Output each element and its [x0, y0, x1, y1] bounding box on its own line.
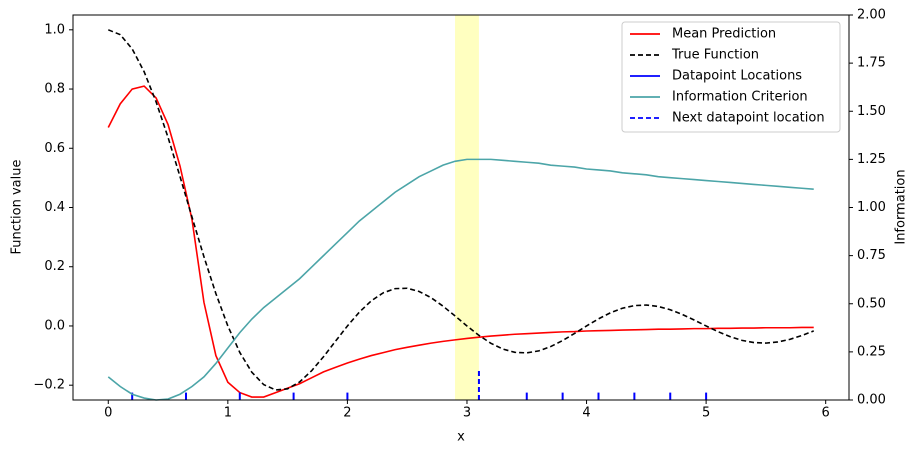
y2-tick-label: 0.50: [857, 296, 886, 311]
y-tick-label: 0.6: [44, 141, 65, 156]
y2-axis-label: Information: [894, 169, 909, 244]
y-tick-label: 1.0: [44, 22, 65, 37]
legend-label: Next datapoint location: [672, 111, 825, 126]
y2-tick-label: 1.25: [857, 152, 886, 167]
x-tick-label: 3: [463, 406, 471, 421]
series-line: [107, 158, 814, 401]
y-tick-label: 0.0: [44, 318, 65, 333]
legend-label: Mean Prediction: [672, 27, 776, 42]
y-tick-label: 0.4: [44, 200, 65, 215]
plot-frame: [72, 14, 850, 401]
y2-tick-label: 1.50: [857, 104, 886, 119]
x-tick-label: 2: [343, 406, 351, 421]
x-tick-label: 5: [702, 406, 710, 421]
y2-tick-label: 0.00: [857, 393, 886, 408]
legend-label: Information Criterion: [672, 90, 808, 105]
legend-box: [621, 21, 841, 133]
series-line: [107, 29, 815, 391]
legend-label: Datapoint Locations: [672, 69, 802, 84]
x-tick-label: 1: [224, 406, 232, 421]
y-tick-label: 0.8: [44, 82, 65, 97]
x-axis-label: x: [457, 430, 465, 445]
y2-tick-label: 1.75: [857, 56, 886, 71]
x-tick-label: 4: [582, 406, 590, 421]
y-tick-label: −0.2: [33, 378, 65, 393]
series-line: [107, 85, 814, 398]
highlight-span: [455, 15, 479, 400]
y2-tick-label: 1.00: [857, 200, 886, 215]
x-tick-label: 0: [104, 406, 112, 421]
y-axis-label: Function value: [10, 160, 25, 255]
x-tick-label: 6: [822, 406, 830, 421]
y-tick-label: 0.2: [44, 259, 65, 274]
y2-tick-label: 0.25: [857, 344, 886, 359]
y2-tick-label: 0.75: [857, 248, 886, 263]
legend-label: True Function: [671, 48, 759, 63]
y2-tick-label: 2.00: [857, 8, 886, 23]
